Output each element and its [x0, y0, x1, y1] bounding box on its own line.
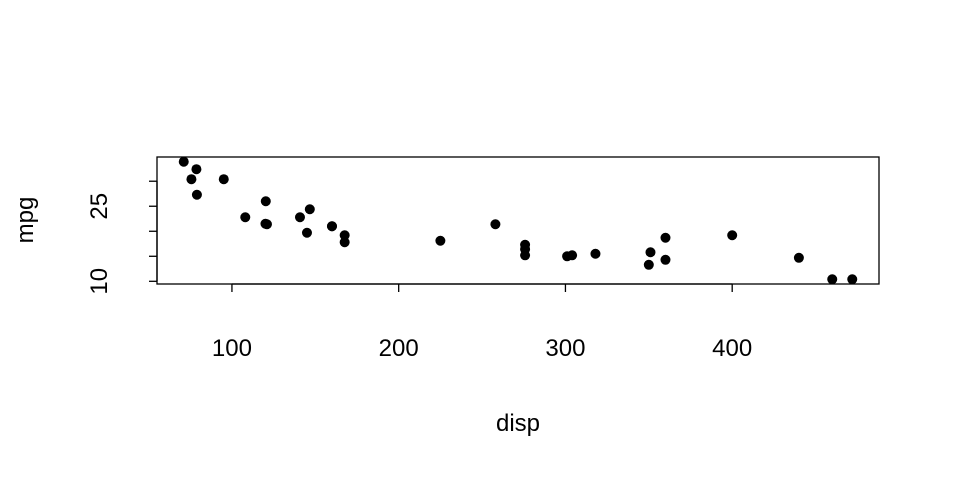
data-point: [643, 259, 654, 270]
x-tick-label: 200: [379, 335, 419, 362]
data-point: [186, 174, 197, 185]
data-point: [301, 227, 312, 238]
data-point: [793, 252, 804, 263]
data-point: [339, 237, 350, 248]
data-point: [240, 212, 251, 223]
data-point: [191, 164, 202, 175]
data-point: [178, 156, 189, 167]
data-point: [520, 239, 531, 250]
data-point: [660, 254, 671, 265]
y-tick-label: 10: [86, 268, 113, 295]
data-point: [294, 212, 305, 223]
x-tick-label: 400: [712, 335, 752, 362]
data-point: [727, 230, 738, 241]
data-point: [191, 189, 202, 200]
y-axis-label: mpg: [12, 197, 39, 244]
data-point: [562, 251, 573, 262]
data-point: [326, 221, 337, 232]
data-point: [260, 196, 271, 207]
data-point: [645, 247, 656, 258]
y-tick-label: 25: [86, 193, 113, 220]
data-point: [590, 248, 601, 259]
data-point: [520, 250, 531, 261]
x-tick-label: 300: [545, 335, 585, 362]
data-points: [178, 156, 858, 285]
data-point: [847, 274, 858, 285]
data-point: [304, 204, 315, 215]
data-point: [435, 235, 446, 246]
x-axis-label: disp: [496, 410, 540, 437]
data-point: [827, 274, 838, 285]
x-axis: 100 200 300 400: [212, 283, 752, 362]
data-point: [660, 232, 671, 243]
data-point: [261, 219, 272, 230]
data-point: [490, 219, 501, 230]
data-point: [218, 174, 229, 185]
data-point: [339, 230, 350, 241]
y-axis: 10 25: [86, 180, 158, 295]
x-tick-label: 100: [212, 335, 252, 362]
